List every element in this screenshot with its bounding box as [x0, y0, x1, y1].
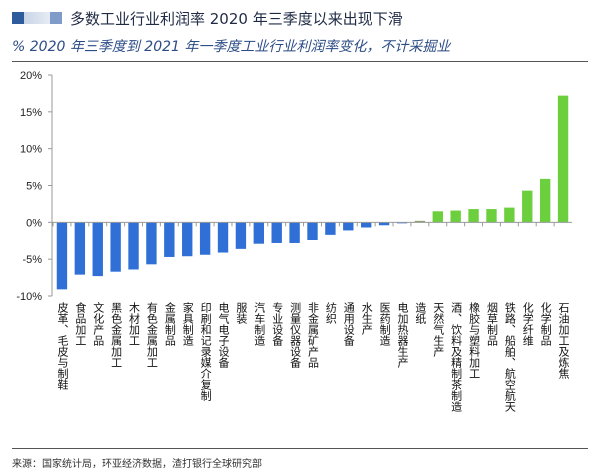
- bar: [164, 222, 175, 257]
- x-tick-label: 电气电子设备: [217, 302, 231, 368]
- x-tick-label: 汽车制造: [252, 302, 266, 346]
- y-tick-label: 20%: [20, 70, 42, 82]
- bar: [557, 95, 569, 223]
- x-tick-label: 造纸: [413, 302, 427, 324]
- bar: [378, 222, 390, 226]
- x-tick-label: 石油加工及炼焦: [557, 302, 571, 379]
- x-tick-label: 文化产品: [91, 302, 105, 346]
- y-tick-label: -5%: [22, 254, 42, 266]
- x-tick-label: 黑色金属加工: [109, 302, 123, 368]
- bar: [450, 210, 461, 223]
- x-tick-label: 天然气生产: [431, 302, 445, 357]
- bar: [146, 222, 157, 265]
- bar: [199, 222, 211, 255]
- x-tick-label: 食品加工: [73, 302, 87, 346]
- title-marker-light-block: [24, 12, 50, 24]
- bars-group: [56, 95, 569, 290]
- x-tick-label: 铁路、船舶、航空航天: [503, 302, 517, 412]
- bar: [253, 222, 265, 244]
- bar: [271, 222, 282, 243]
- chart-subtitle: % 2020 年三季度到 2021 年一季度工业行业利润率变化，不计采掘业: [12, 39, 451, 55]
- x-tick-label: 金属制品: [163, 302, 177, 346]
- x-tick-label: 家具制造: [181, 302, 195, 346]
- x-tick-label: 服装: [234, 302, 248, 324]
- bar: [325, 222, 336, 235]
- x-tick-label: 化学纤维: [521, 302, 535, 346]
- title-marker-mid-block: [50, 12, 62, 24]
- title-marker-icon: [12, 12, 62, 24]
- bar: [432, 211, 443, 223]
- bar: [360, 222, 372, 228]
- x-tick-label: 烟草制品: [485, 302, 499, 346]
- footer-divider: [12, 448, 588, 449]
- bar: [110, 222, 121, 272]
- source-note: 来源：国家统计局，环亚经济数据，渣打银行全球研究部: [12, 459, 262, 470]
- y-tick-label: 15%: [20, 107, 42, 119]
- bar: [414, 220, 426, 223]
- x-tick-label: 酒、饮料及精制茶制造: [449, 302, 463, 412]
- bar: [92, 222, 103, 277]
- chart-title: 多数工业行业利润率 2020 年三季度以来出现下滑: [70, 10, 403, 28]
- x-tick-label: 印刷和记录媒介复制: [199, 302, 213, 401]
- x-tick-label: 水生产: [360, 302, 374, 335]
- bar: [289, 222, 300, 243]
- bar: [182, 222, 193, 257]
- bar: [468, 209, 479, 223]
- title-marker-dark-block: [12, 12, 24, 24]
- bar: [56, 222, 68, 290]
- bar: [217, 222, 229, 253]
- bar: [235, 222, 247, 249]
- x-tick-label: 非金属矿产品: [306, 302, 320, 368]
- bar: [307, 222, 318, 241]
- y-tick-label: 0%: [26, 217, 42, 229]
- y-tick-label: 5%: [26, 181, 42, 193]
- bar: [504, 207, 515, 223]
- y-tick-label: -10%: [16, 291, 42, 303]
- header-divider: [12, 61, 588, 62]
- x-axis: [52, 221, 572, 227]
- bar: [128, 222, 139, 270]
- x-tick-label: 专业设备: [270, 302, 284, 346]
- x-tick-label: 有色金属加工: [145, 302, 159, 368]
- y-axis: -10% -5% 0% 5% 10% 15% 20%: [16, 70, 53, 303]
- x-tick-label: 医药制造: [378, 302, 392, 346]
- x-tick-label: 电加热器生产: [395, 302, 409, 368]
- y-tick-label: 10%: [20, 144, 42, 156]
- x-tick-label: 通用设备: [342, 302, 356, 346]
- x-tick-label: 纺织: [324, 302, 338, 324]
- x-tick-label: 皮革、毛皮与制鞋: [55, 302, 69, 390]
- bar: [522, 190, 533, 223]
- x-tick-label: 化学制品: [539, 302, 553, 346]
- bar: [74, 222, 86, 275]
- bar: [539, 178, 551, 223]
- x-tick-label: 橡胶与塑料加工: [467, 302, 481, 379]
- x-tick-label: 木材加工: [127, 302, 141, 346]
- bar: [343, 222, 354, 231]
- x-tick-label: 测量仪器设备: [288, 302, 302, 368]
- bar: [486, 209, 497, 223]
